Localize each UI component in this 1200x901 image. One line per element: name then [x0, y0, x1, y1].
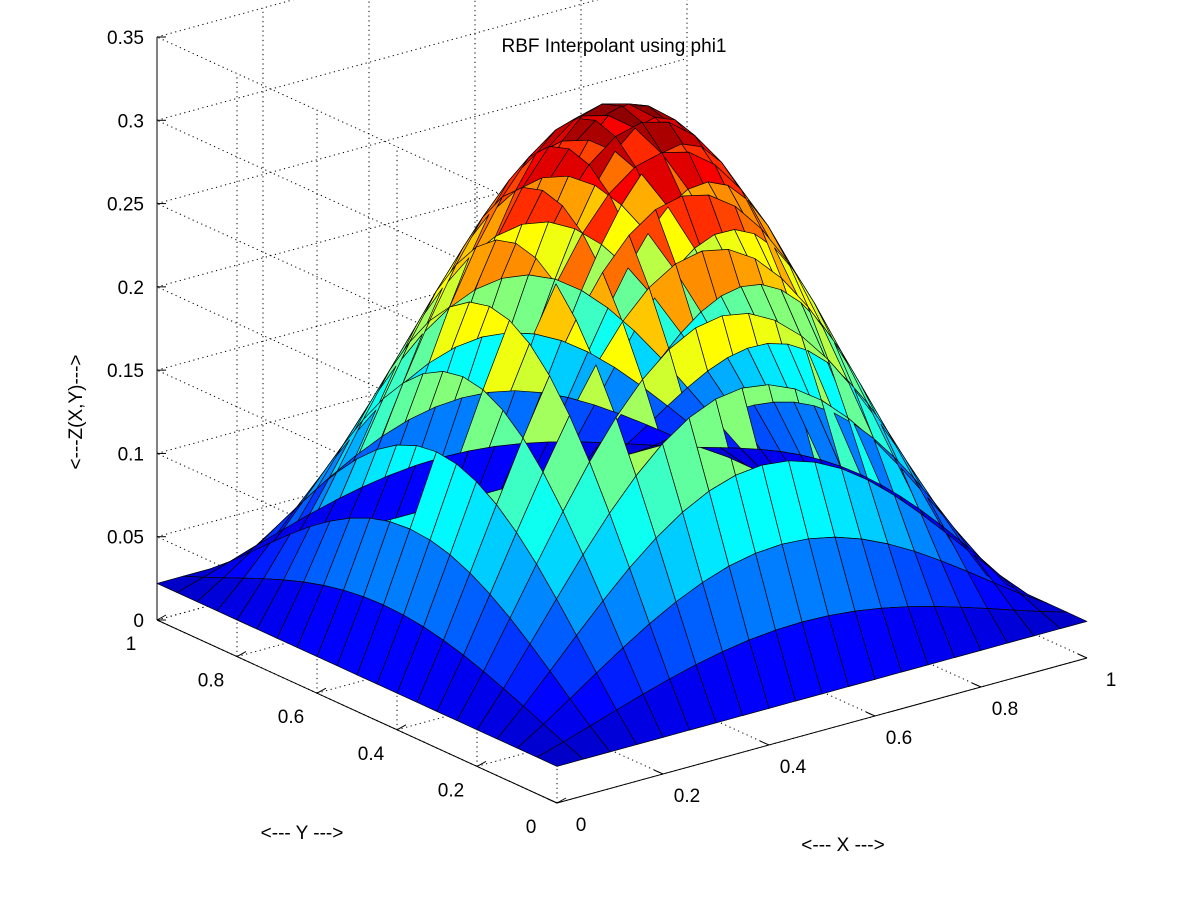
y-tick-label: 1 — [126, 634, 137, 655]
z-tick-label: 0.15 — [107, 361, 144, 382]
x-tick — [759, 740, 770, 746]
x-tick — [653, 769, 664, 775]
z-tick-label: 0.1 — [118, 444, 144, 465]
grid-line — [156, 0, 295, 38]
z-tick-label: 0.3 — [118, 111, 144, 132]
x-tick — [1077, 653, 1088, 659]
y-tick-label: 0 — [526, 817, 537, 838]
x-tick-label: 1 — [1106, 670, 1117, 691]
x-tick-label: 0.2 — [674, 786, 700, 807]
y-tick — [476, 760, 487, 767]
z-tick-label: 0.25 — [107, 195, 144, 216]
x-tick — [865, 711, 876, 717]
chart-title: RBF Interpolant using phi1 — [502, 36, 727, 57]
y-tick-label: 0.6 — [278, 707, 304, 728]
y-tick — [156, 614, 167, 621]
y-axis-label: <--- Y ---> — [261, 823, 344, 844]
y-tick-label: 0.8 — [198, 671, 224, 692]
y-tick-label: 0.4 — [358, 744, 385, 765]
x-tick-label: 0.8 — [992, 699, 1018, 720]
z-tick-label: 0.2 — [118, 278, 144, 299]
axes — [156, 36, 1088, 804]
x-tick-label: 0.6 — [886, 728, 912, 749]
y-tick-label: 0.2 — [438, 780, 464, 801]
y-tick — [236, 651, 247, 658]
y-tick — [556, 797, 567, 804]
grid-line — [156, 0, 599, 121]
grid-line — [156, 36, 558, 221]
z-axis-label: <---Z(X,Y)---> — [66, 354, 87, 469]
y-tick — [316, 687, 327, 694]
z-tick-label: 0 — [133, 611, 144, 632]
x-tick-label: 0 — [576, 815, 587, 836]
x-tick-label: 0.4 — [780, 757, 807, 778]
y-axis-line — [156, 619, 558, 804]
x-axis-line — [556, 657, 1088, 804]
tick-labels: 00.20.40.60.8100.20.40.60.8100.050.10.15… — [107, 28, 1116, 838]
x-axis-label: <--- X ---> — [801, 835, 884, 856]
x-tick — [971, 682, 982, 688]
x-tick — [547, 798, 558, 804]
z-tick-label: 0.05 — [107, 528, 144, 549]
y-tick — [396, 724, 407, 731]
z-tick-label: 0.35 — [107, 28, 144, 49]
surface-patch — [536, 741, 584, 767]
surface-mesh — [156, 103, 1088, 767]
